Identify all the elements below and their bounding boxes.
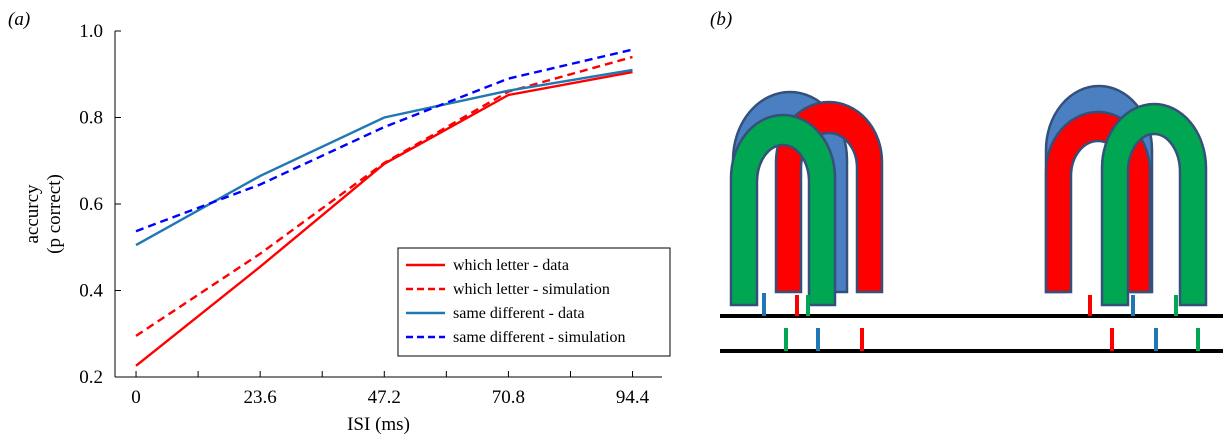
series-line-4 xyxy=(135,48,633,233)
legend-label: which letter - data xyxy=(453,257,569,274)
panel-b-label: (b) xyxy=(710,9,732,30)
x-tick-label: 47.2 xyxy=(368,387,401,408)
x-tick-label: 23.6 xyxy=(244,387,277,408)
y-axis-title: (p correct) xyxy=(44,174,65,254)
chart-axes: 0.2 0.4 0.6 0.8 1.0 0 23.6 47.2 70.8 94.4 ISI (ms)… xyxy=(22,21,662,435)
marker-blue xyxy=(816,328,820,351)
marker-red xyxy=(1110,328,1114,351)
x-tick-label: 0 xyxy=(131,387,141,408)
marker-blue xyxy=(1154,328,1158,351)
marker-red xyxy=(1088,295,1092,316)
y-tick-label: 0.2 xyxy=(79,367,103,388)
y-tick-label: 1.0 xyxy=(79,21,103,42)
y-tick-label: 0.8 xyxy=(79,108,103,129)
x-tick-label: 70.8 xyxy=(492,387,525,408)
legend-label: which letter - simulation xyxy=(453,281,610,298)
y-tick-label: 0.4 xyxy=(79,281,103,302)
panel-a-label: (a) xyxy=(8,9,30,30)
series-line-2 xyxy=(135,55,633,337)
chart-series xyxy=(135,48,633,367)
marker-green xyxy=(1174,295,1178,316)
y-tick-label: 0.6 xyxy=(79,194,103,215)
marker-green xyxy=(784,328,788,351)
panel-a-line-chart: (a) 0.2 0.4 0.6 0.8 1.0 0 23.6 47.2 70.8 94.4 ISI … xyxy=(8,9,671,435)
panel-b-schematic: (b) xyxy=(700,0,1223,436)
series-line-3 xyxy=(135,68,633,247)
marker-red xyxy=(795,295,799,316)
marker-green xyxy=(1196,328,1200,351)
legend-label: same different - simulation xyxy=(453,329,626,346)
chart-legend: which letter - data which letter - simula… xyxy=(397,247,671,357)
legend-label: same different - data xyxy=(453,305,585,322)
x-axis-title: ISI (ms) xyxy=(347,414,410,435)
x-tick-label: 94.4 xyxy=(616,387,650,408)
arch-schematic: (b) xyxy=(710,9,1223,353)
left-arch-group xyxy=(729,90,884,307)
marker-blue xyxy=(762,293,766,316)
arch-green-left xyxy=(729,113,837,307)
arch-green-right xyxy=(1100,102,1208,307)
right-arch-group xyxy=(1044,84,1208,307)
line-chart: (a) 0.2 0.4 0.6 0.8 1.0 0 23.6 47.2 70.8 94.4 ISI … xyxy=(8,9,671,435)
marker-green xyxy=(806,295,810,316)
y-axis-title: accurcy xyxy=(22,184,43,244)
marker-red xyxy=(860,328,864,351)
marker-blue xyxy=(1131,295,1135,316)
